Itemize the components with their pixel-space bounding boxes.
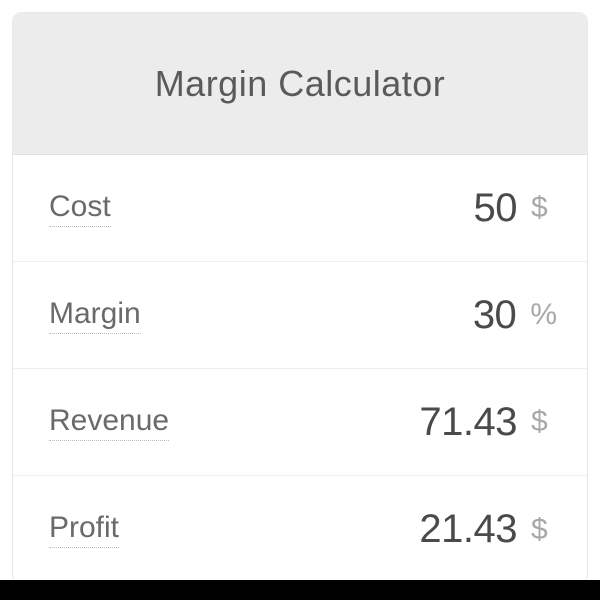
unit-margin: % <box>530 298 557 332</box>
value-profit[interactable]: 21.43 <box>419 507 517 552</box>
calculator-card: Margin Calculator Cost 50 $ Margin 30 % … <box>12 12 588 584</box>
unit-revenue: $ <box>531 405 557 439</box>
label-revenue: Revenue <box>49 404 169 441</box>
unit-profit: $ <box>531 513 557 547</box>
value-margin[interactable]: 30 <box>473 293 517 338</box>
row-margin[interactable]: Margin 30 % <box>13 262 587 369</box>
value-revenue[interactable]: 71.43 <box>419 400 517 445</box>
label-cost: Cost <box>49 190 111 227</box>
row-profit[interactable]: Profit 21.43 $ <box>13 476 587 583</box>
footer-bar <box>0 580 600 600</box>
page-title: Margin Calculator <box>155 63 446 105</box>
card-header: Margin Calculator <box>13 13 587 155</box>
label-profit: Profit <box>49 511 119 548</box>
label-margin: Margin <box>49 297 141 334</box>
unit-cost: $ <box>531 191 557 225</box>
row-cost[interactable]: Cost 50 $ <box>13 155 587 262</box>
value-cost[interactable]: 50 <box>474 186 518 231</box>
row-revenue[interactable]: Revenue 71.43 $ <box>13 369 587 476</box>
